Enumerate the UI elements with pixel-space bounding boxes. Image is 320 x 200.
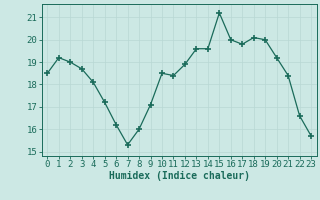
X-axis label: Humidex (Indice chaleur): Humidex (Indice chaleur)	[109, 171, 250, 181]
